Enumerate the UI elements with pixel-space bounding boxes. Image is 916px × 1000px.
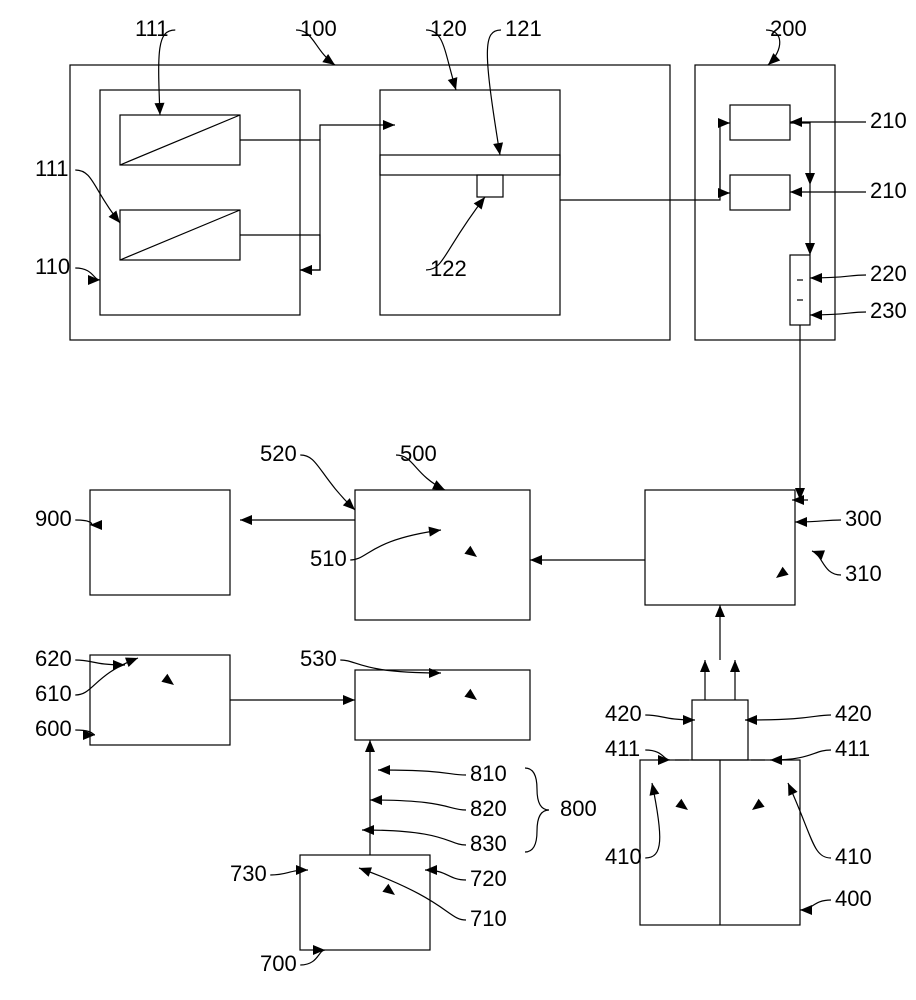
brace-800 — [525, 768, 549, 852]
label-200: 200 — [770, 16, 807, 41]
label-700: 700 — [260, 951, 297, 976]
block-r122 — [477, 175, 503, 197]
label-111b: 111 — [35, 156, 68, 181]
block-r110 — [100, 90, 300, 315]
leader-900 — [75, 520, 91, 525]
label-220: 220 — [870, 261, 907, 286]
leader-410R — [788, 783, 831, 858]
label-100: 100 — [300, 16, 337, 41]
leader-820 — [370, 800, 466, 810]
label-900: 900 — [35, 506, 72, 531]
block-r300 — [645, 490, 795, 605]
label-520: 520 — [260, 441, 297, 466]
label-121: 121 — [505, 16, 542, 41]
label-600: 600 — [35, 716, 72, 741]
block-r121 — [380, 155, 560, 175]
block-r530 — [355, 670, 530, 740]
block-r210b — [730, 175, 790, 210]
label-230: 230 — [870, 298, 907, 323]
label-120: 120 — [430, 16, 467, 41]
label-210a: 210 — [870, 108, 907, 133]
label-410L: 410 — [605, 844, 642, 869]
leader-810 — [378, 770, 466, 775]
label-820: 820 — [470, 796, 507, 821]
leader-700 — [300, 950, 325, 965]
label-310: 310 — [845, 561, 882, 586]
label-410R: 410 — [835, 844, 872, 869]
label-210b: 210 — [870, 178, 907, 203]
label-122: 122 — [430, 256, 467, 281]
flow-arrows — [230, 118, 815, 855]
label-610: 610 — [35, 681, 72, 706]
label-411R: 411 — [835, 736, 870, 761]
block-r400top — [692, 700, 748, 760]
leader-510 — [350, 530, 441, 560]
label-510: 510 — [310, 546, 347, 571]
leader-830 — [362, 830, 466, 845]
label-411L: 411 — [605, 736, 640, 761]
leader-420R — [745, 715, 831, 720]
diagonals — [120, 115, 240, 260]
label-710: 710 — [470, 906, 507, 931]
label-420L: 420 — [605, 701, 642, 726]
label-810: 810 — [470, 761, 507, 786]
label-720: 720 — [470, 866, 507, 891]
block-r900 — [90, 490, 230, 595]
block-r220 — [790, 255, 810, 325]
block-r600 — [90, 655, 230, 745]
diagram-canvas: 1001201212001111111101222102102202305205… — [0, 0, 916, 1000]
label-620: 620 — [35, 646, 72, 671]
label-500: 500 — [400, 441, 437, 466]
extra-lines — [720, 280, 803, 925]
block-r500 — [355, 490, 530, 620]
label-830: 830 — [470, 831, 507, 856]
label-420R: 420 — [835, 701, 872, 726]
leader-111a — [159, 30, 176, 115]
label-800: 800 — [560, 796, 597, 821]
block-r210a — [730, 105, 790, 140]
label-400: 400 — [835, 886, 872, 911]
labels: 1001201212001111111101222102102202305205… — [35, 16, 907, 976]
label-300: 300 — [845, 506, 882, 531]
leader-121 — [487, 30, 501, 155]
label-530: 530 — [300, 646, 337, 671]
leader-110 — [75, 268, 100, 280]
label-730: 730 — [230, 861, 267, 886]
block-r200 — [695, 65, 835, 340]
block-r120 — [380, 90, 560, 315]
label-110: 110 — [35, 254, 70, 279]
